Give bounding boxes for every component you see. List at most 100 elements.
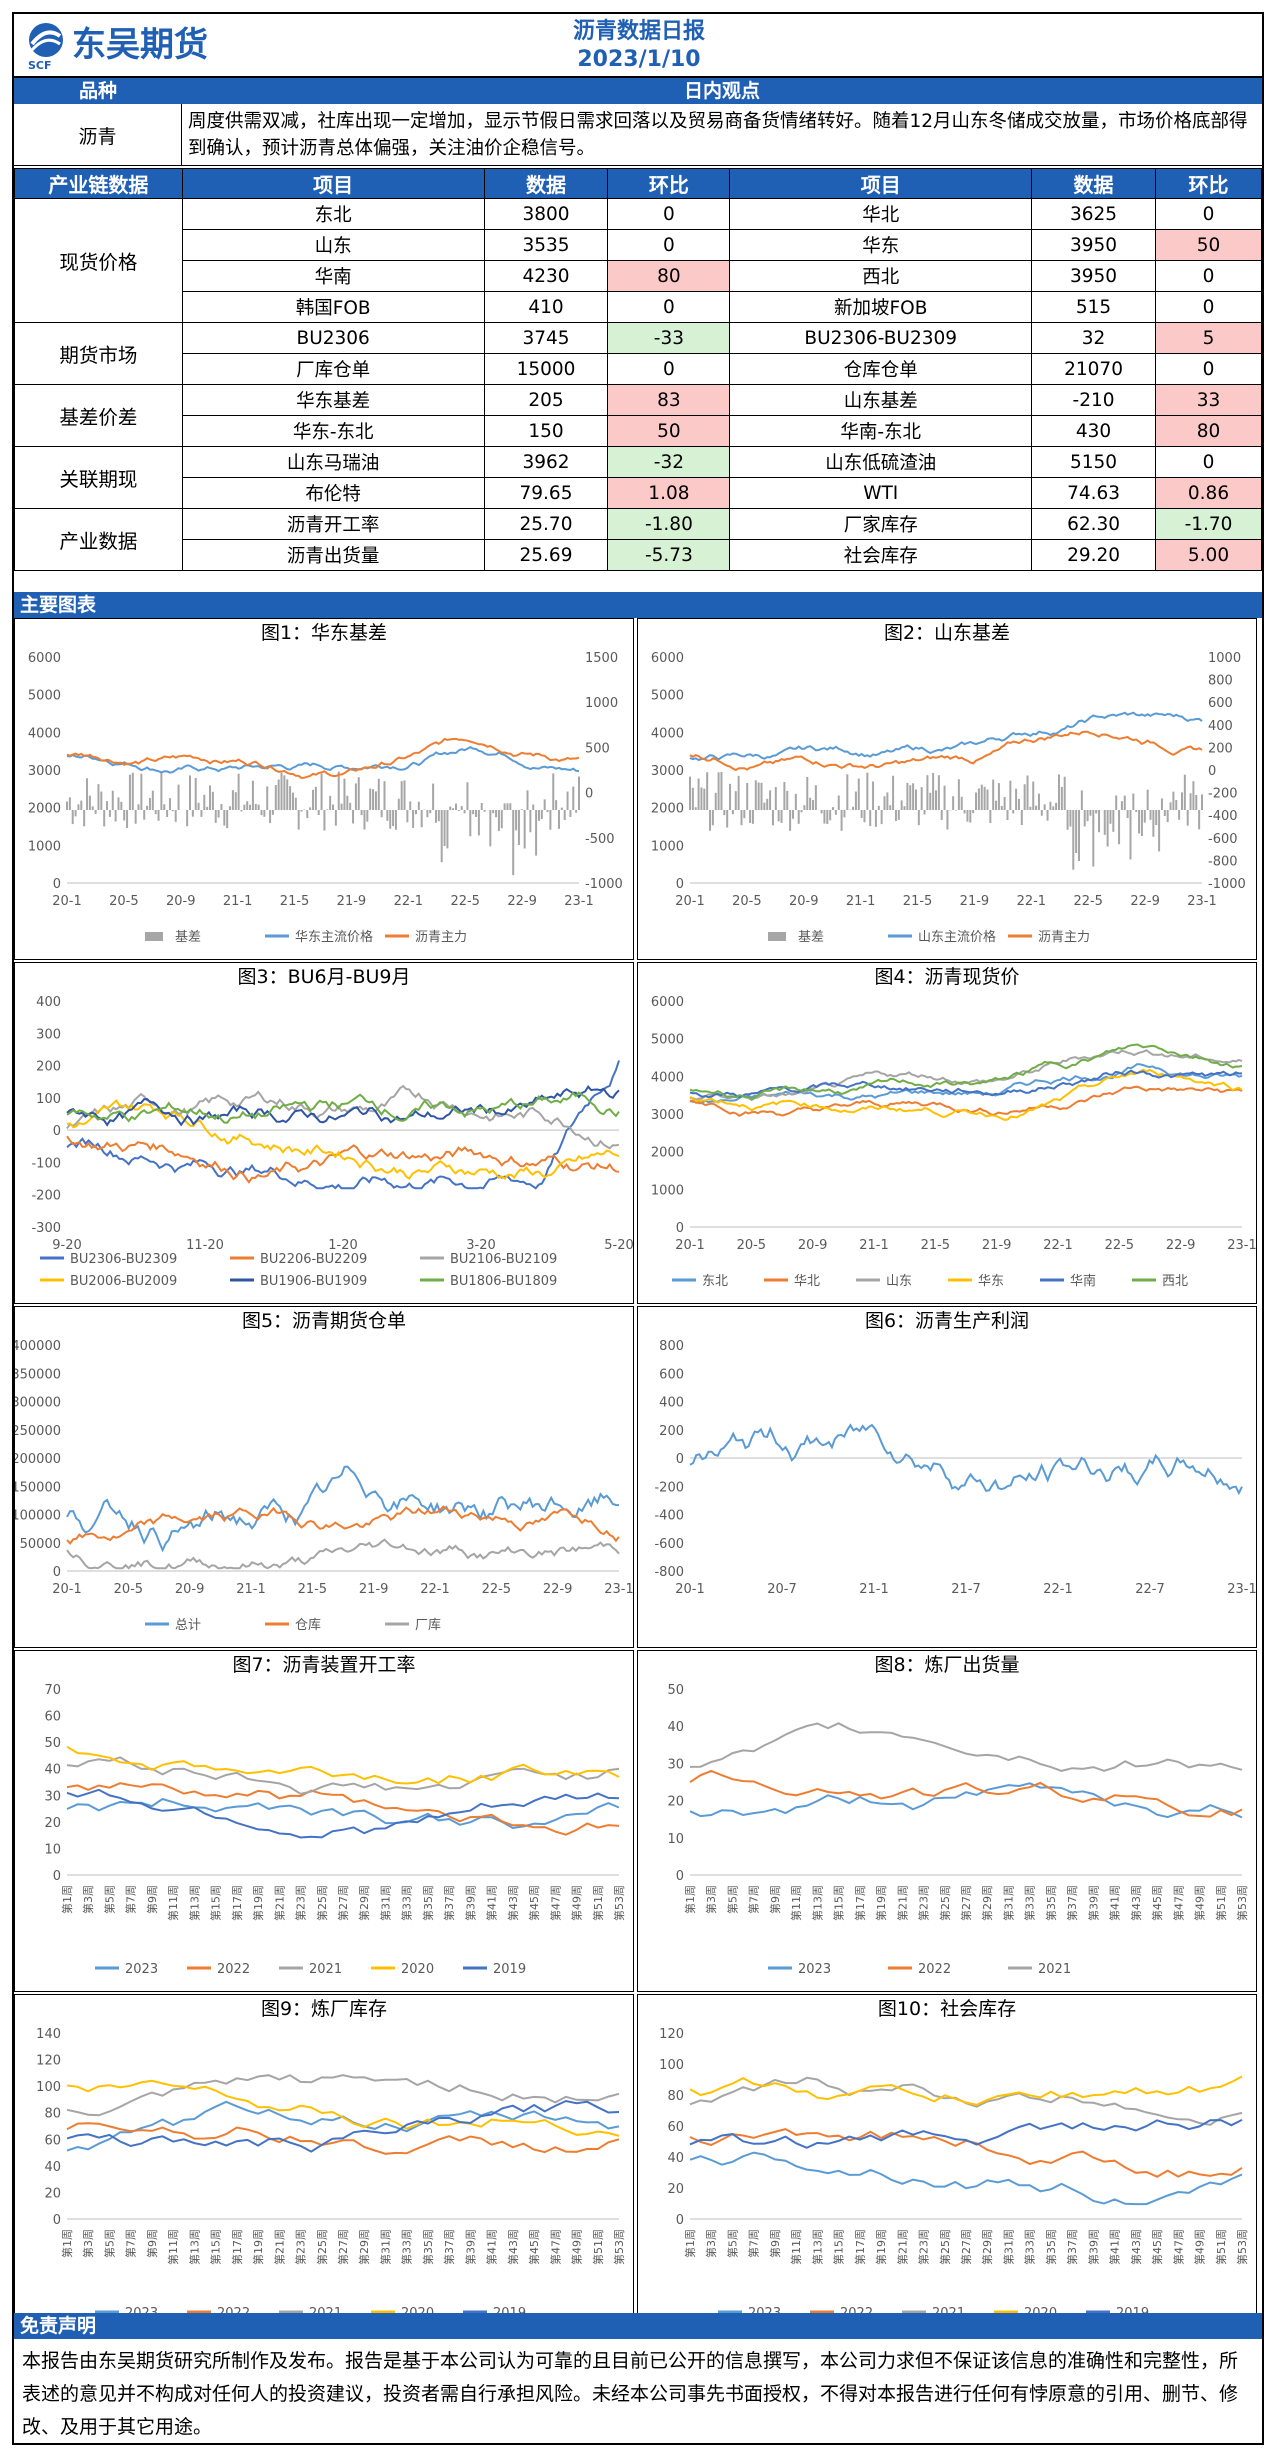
value-cell: 515 xyxy=(1031,291,1157,323)
x-tick-label: 第13周 xyxy=(810,2229,824,2265)
x-tick-label: 第11周 xyxy=(789,2229,803,2265)
y-tick-label: 50 xyxy=(667,1683,684,1698)
basis-bar xyxy=(223,810,226,826)
x-tick-label: 第3周 xyxy=(704,1885,718,1914)
basis-bar xyxy=(797,810,800,824)
basis-bar xyxy=(760,782,763,810)
change-cell: 5.00 xyxy=(1155,539,1262,571)
value-cell: 3745 xyxy=(483,322,609,354)
x-tick-label: 第39周 xyxy=(1086,2229,1100,2265)
x-tick-label: 第7周 xyxy=(124,1885,138,1914)
basis-bar xyxy=(840,810,843,831)
chart-svg: 0 1000 2000 3000 4000 5000 6000 -1000 -500 0 500 10… xyxy=(28,651,623,945)
x-tick-label: 23-1 xyxy=(564,894,594,909)
basis-bar xyxy=(140,773,143,810)
report-date: 2023/1/10 xyxy=(577,47,701,72)
basis-bar xyxy=(71,810,74,825)
basis-bar xyxy=(214,810,217,823)
series-line xyxy=(66,1135,620,1184)
basis-bar xyxy=(500,810,503,829)
legend-label: BU2306-BU2309 xyxy=(70,1252,177,1267)
basis-bar xyxy=(729,783,732,810)
legend-label: 2022 xyxy=(217,1962,250,1977)
x-tick-label: 第31周 xyxy=(1001,2229,1015,2265)
x-tick-label: 第9周 xyxy=(768,1885,782,1914)
table-header-cell: 项目 xyxy=(729,168,1033,199)
x-tick-label: 第29周 xyxy=(980,2229,994,2265)
value-cell: 3625 xyxy=(1031,198,1157,230)
view-row: 沥青 周度供需双减，社库出现一定增加，显示节假日需求回落以及贸易商备货情绪转好。… xyxy=(14,104,1262,166)
basis-bar xyxy=(440,810,443,863)
basis-bar xyxy=(1103,810,1106,835)
basis-bar xyxy=(74,810,77,817)
basis-bar xyxy=(131,772,134,810)
basis-bar xyxy=(137,804,140,810)
table-row: 基差价差 华东基差 205 83 山东基差 -210 33 xyxy=(14,384,1262,447)
basis-bar xyxy=(1195,794,1198,810)
basis-bar xyxy=(852,806,855,810)
basis-bar xyxy=(446,810,449,849)
basis-bar xyxy=(266,786,269,810)
y-tick-label: 70 xyxy=(44,1683,61,1698)
series-line xyxy=(689,1423,1243,1496)
series-line xyxy=(66,1788,620,1839)
legend-label: 2022 xyxy=(918,1962,951,1977)
value-cell: 25.69 xyxy=(483,539,609,571)
legend-label: 华北 xyxy=(794,1274,820,1289)
item-cell: 华南-东北 xyxy=(729,415,1033,447)
x-tick-label: 22-9 xyxy=(1130,894,1160,909)
series-line xyxy=(689,2128,1243,2178)
y-tick-label: 0 xyxy=(53,1869,61,1884)
value-cell: 3535 xyxy=(483,229,609,261)
basis-bar xyxy=(414,810,417,815)
view-header-bar: 品种 日内观点 xyxy=(14,78,1262,104)
basis-bar xyxy=(386,810,389,821)
item-cell: 厂库仓单 xyxy=(181,353,485,385)
y-tick-label: 20 xyxy=(667,1795,684,1810)
change-cell: -32 xyxy=(607,446,731,478)
series-line xyxy=(66,1756,620,1795)
basis-bar xyxy=(909,785,912,810)
basis-bar xyxy=(203,794,206,810)
y-tick-label: 60 xyxy=(44,1710,61,1725)
y2-tick-label: -1000 xyxy=(1208,877,1246,892)
legend-label: BU1806-BU1809 xyxy=(450,1274,557,1289)
item-cell: 布伦特 xyxy=(181,477,485,509)
y-tick-label: -200 xyxy=(654,1480,684,1495)
basis-bar xyxy=(900,800,903,810)
basis-bar xyxy=(740,810,743,826)
basis-bar xyxy=(77,804,80,810)
table-row: 华东-东北 150 50 华南-东北 430 80 xyxy=(15,415,1262,447)
chart-panel: -800 -600 -400 -200 0 200 400 600 800 20-1 20-7 21-… xyxy=(637,1306,1257,1648)
basis-bar xyxy=(1015,788,1018,810)
basis-bar xyxy=(332,804,335,810)
basis-bar xyxy=(400,781,403,810)
x-tick-label: 23-1 xyxy=(1187,894,1217,909)
basis-bar xyxy=(1180,792,1183,810)
basis-bar xyxy=(163,804,166,810)
x-tick-label: 21-9 xyxy=(982,1238,1012,1253)
y2-tick-label: -600 xyxy=(1208,832,1238,847)
y-tick-label: 10 xyxy=(667,1832,684,1847)
legend-label: 华南 xyxy=(1070,1273,1096,1289)
x-tick-label: 22-1 xyxy=(1043,1238,1073,1253)
basis-bar xyxy=(334,810,337,826)
basis-bar xyxy=(1189,793,1192,810)
y2-tick-label: -400 xyxy=(1208,809,1238,824)
basis-bar xyxy=(377,778,380,810)
basis-bar xyxy=(271,810,274,815)
x-tick-label: 23-1 xyxy=(604,1582,634,1597)
basis-bar xyxy=(417,801,420,810)
basis-bar xyxy=(257,804,260,810)
x-tick-label: 20-9 xyxy=(175,1582,205,1597)
value-cell: 79.65 xyxy=(483,477,609,509)
basis-bar xyxy=(1106,810,1109,847)
basis-bar xyxy=(1163,810,1166,817)
basis-bar xyxy=(803,805,806,810)
basis-bar xyxy=(460,806,463,810)
basis-bar xyxy=(374,791,377,810)
x-tick-label: 21-9 xyxy=(359,1582,389,1597)
y-tick-label: 5000 xyxy=(28,689,61,704)
change-cell: 0 xyxy=(1155,446,1262,478)
